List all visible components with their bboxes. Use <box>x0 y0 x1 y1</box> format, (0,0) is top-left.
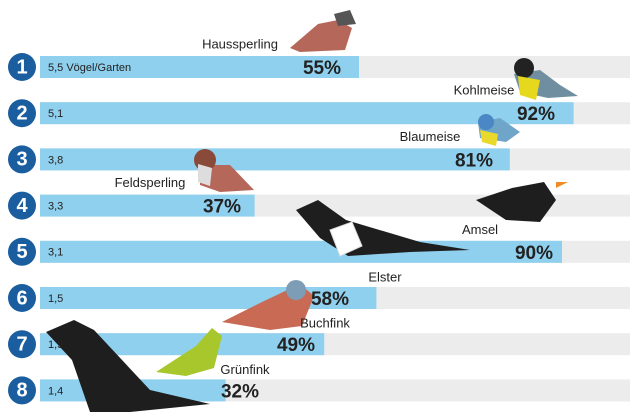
rank: 4 <box>16 195 28 217</box>
count-label: 3,3 <box>48 201 63 213</box>
bird-illustrations <box>46 10 578 412</box>
bird-name: Elster <box>368 269 402 284</box>
bird-name: Feldsperling <box>115 175 186 190</box>
bird-name: Amsel <box>462 222 498 237</box>
rank-badge <box>8 237 36 266</box>
value-label: 81% <box>455 150 493 171</box>
count-label: 1,4 <box>48 385 63 397</box>
value-label: 90% <box>515 243 553 264</box>
rank: 8 <box>16 380 27 402</box>
rank: 5 <box>16 241 27 263</box>
rank-badge <box>8 53 36 81</box>
value-label: 49% <box>277 335 315 356</box>
value-label: 58% <box>311 289 349 310</box>
rank-badge <box>8 376 36 405</box>
bird-name: Haussperling <box>202 36 278 51</box>
rank-badge <box>8 99 36 128</box>
rank: 2 <box>16 102 27 124</box>
rank: 6 <box>16 287 27 309</box>
bird-name: Kohlmeise <box>454 83 515 98</box>
rank-badge <box>8 191 36 220</box>
count-label: 3,8 <box>48 154 63 166</box>
value-label: 92% <box>517 104 555 125</box>
value-label: 37% <box>203 197 241 218</box>
rank-badge <box>8 330 36 359</box>
count-label: 3,1 <box>48 247 63 259</box>
bar <box>40 56 359 78</box>
rank-badge <box>8 145 36 174</box>
bar <box>40 194 255 217</box>
bird-name: Buchfink <box>300 316 350 331</box>
rank: 3 <box>16 149 27 171</box>
value-label: 32% <box>221 381 259 402</box>
bar <box>40 240 562 263</box>
bird-name: Grünfink <box>220 362 270 377</box>
rank-badge <box>8 284 36 312</box>
value-label: 55% <box>303 58 341 79</box>
count-label: 5,5 Vögel/Garten <box>48 62 131 74</box>
bird-name: Blaumeise <box>400 129 461 144</box>
rank: 7 <box>16 333 27 355</box>
count-label: 1,5 <box>48 293 63 305</box>
count-label: 5,1 <box>48 108 63 120</box>
count-label: 1,5 <box>48 339 63 351</box>
rank: 1 <box>16 56 27 78</box>
bar <box>40 102 574 125</box>
bar <box>40 148 510 171</box>
